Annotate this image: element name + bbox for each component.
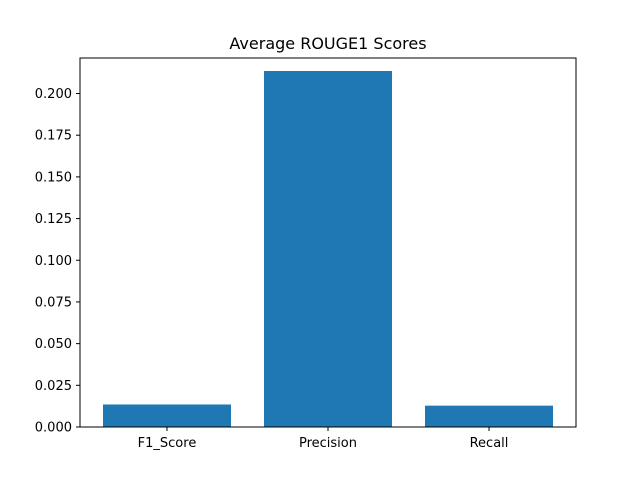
x-tick-label: Recall	[470, 436, 509, 451]
plot-frame	[79, 57, 577, 428]
y-tick-label: 0.050	[35, 337, 72, 352]
bar-precision	[264, 71, 392, 428]
bars-group	[103, 71, 553, 428]
y-tick-label: 0.150	[35, 170, 72, 185]
x-axis: F1_Score Precision Recall	[138, 427, 509, 451]
y-tick-label: 0.125	[35, 212, 72, 227]
y-tick-label: 0.175	[35, 129, 72, 144]
y-tick-label: 0.075	[35, 295, 72, 310]
y-tick-label: 0.025	[35, 379, 72, 394]
y-tick-label: 0.200	[35, 87, 72, 102]
x-tick-label: Precision	[299, 436, 357, 451]
y-tick-label: 0.000	[35, 421, 72, 436]
bar-f1-score	[103, 404, 231, 427]
x-tick-label: F1_Score	[138, 436, 197, 451]
y-axis: 0.000 0.025 0.050 0.075 0.100 0.125 0.150 0.175…	[35, 87, 80, 436]
y-tick-label: 0.100	[35, 254, 72, 269]
chart-title: Average ROUGE1 Scores	[229, 34, 426, 53]
bar-recall	[425, 405, 553, 427]
